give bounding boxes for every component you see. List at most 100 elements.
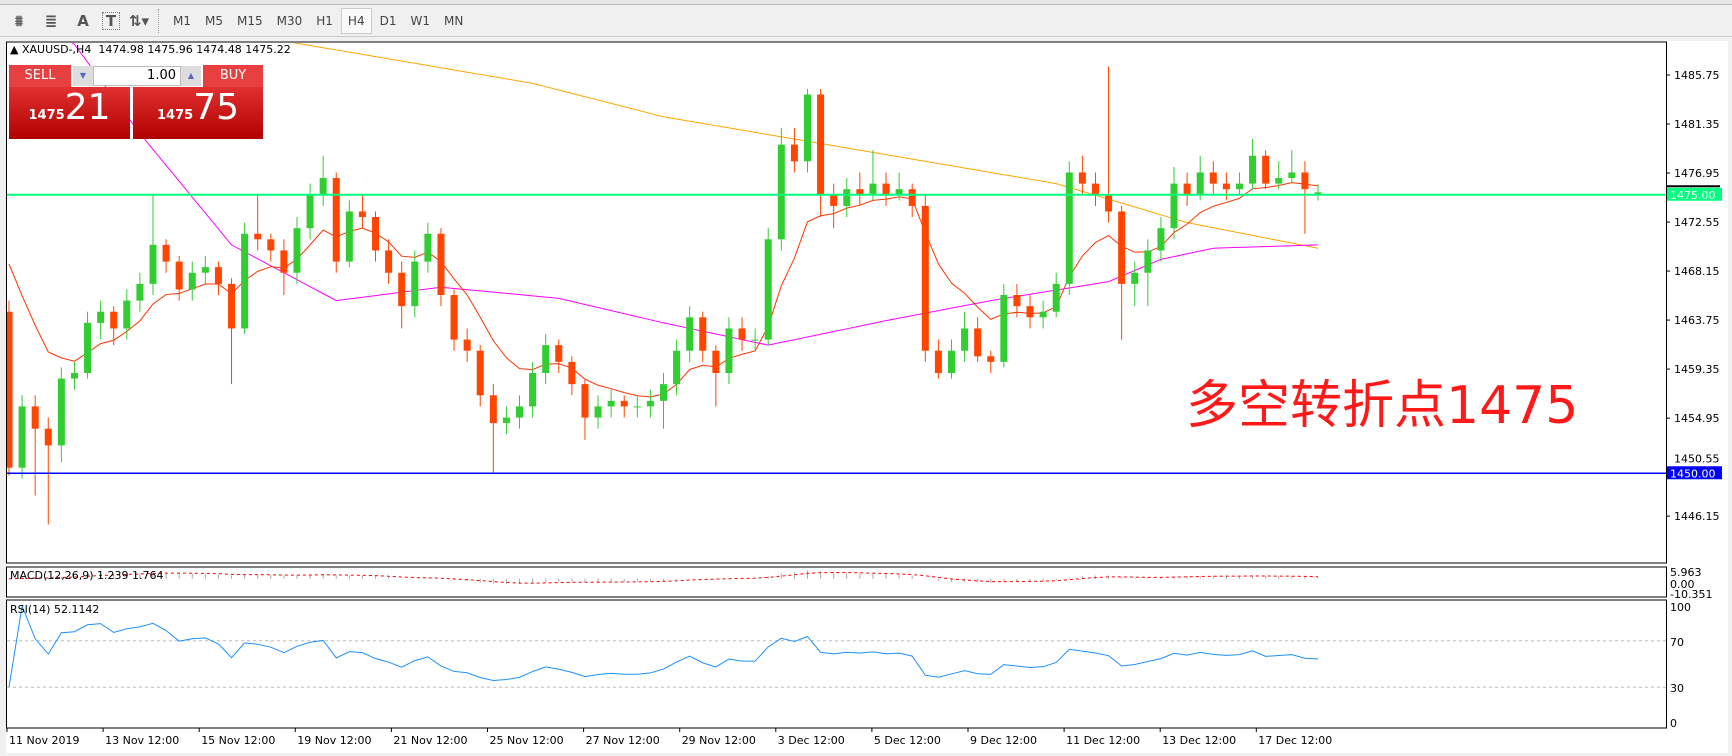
candle-bull (1275, 178, 1283, 184)
date-label: 17 Dec 12:00 (1258, 734, 1332, 747)
volume-input[interactable]: 1.00 (93, 66, 181, 86)
timeframe-m15[interactable]: M15 (237, 13, 263, 28)
candle-bull (201, 267, 209, 273)
candle-bear (280, 250, 288, 273)
date-label: 15 Nov 12:00 (201, 734, 275, 747)
timeframe-m30[interactable]: M30 (276, 13, 303, 28)
candle-bear (1105, 194, 1113, 212)
buy-button[interactable]: BUY (203, 65, 263, 87)
date-label: 21 Nov 12:00 (393, 734, 467, 747)
candle-bear (1301, 172, 1309, 190)
candle-bear (267, 239, 275, 251)
candle-bear (738, 328, 746, 340)
candle-bear (1013, 295, 1021, 307)
macd-label: MACD(12,26,9) 1.239 1.764 (10, 569, 164, 582)
text-label-icon[interactable]: T (102, 11, 120, 30)
date-label: 13 Dec 12:00 (1162, 734, 1236, 747)
timeframe-m1[interactable]: M1 (173, 13, 191, 28)
candle-bear (358, 211, 366, 218)
hline-price-tag (1667, 466, 1722, 480)
chart-e-icon[interactable]: ⩩ (14, 11, 23, 30)
candle-bear (581, 384, 589, 418)
candle-bull (516, 406, 524, 418)
volume-down-button[interactable]: ▼ (73, 66, 93, 86)
macd-panel-frame (6, 566, 1667, 598)
candle-bull (646, 400, 654, 407)
price-tick-label: 1446.15 (1674, 510, 1720, 523)
chart-window[interactable]: 1485.75 1481.35 1476.95 1472.55 1468.15 1463.… (6, 41, 1728, 753)
candle-bear (568, 361, 576, 385)
candle-bull (1196, 172, 1204, 195)
price-tick-label: 1472.55 (1674, 216, 1720, 229)
candle-bear (882, 183, 890, 195)
sell-price[interactable]: 147521 (9, 87, 130, 139)
candle-bear (987, 356, 995, 362)
chart-canvas[interactable]: 1485.75 1481.35 1476.95 1472.55 1468.15 1463.… (6, 41, 1728, 753)
timeframe-m5[interactable]: M5 (205, 13, 223, 28)
one-click-trading-panel: SELL ▼ 1.00 ▲ BUY 147521 147575 (9, 65, 293, 141)
candle-bear (830, 194, 838, 206)
candle-bear (463, 339, 471, 351)
timeframe-h1[interactable]: H1 (316, 13, 333, 28)
candle-bull (1170, 183, 1178, 229)
arrows-icon[interactable]: ⇅▾ (128, 11, 150, 30)
timeframe-h4[interactable]: H4 (340, 7, 372, 34)
candle-bear (437, 233, 445, 296)
candle-bull (843, 189, 851, 206)
candle-bull (673, 350, 681, 385)
candle-bull (764, 239, 772, 340)
macd-signal-line (8, 571, 1319, 584)
toolbar: ⩩ ≣ A T ⇅▾ M1 M5 M15 M30 H1 H4 D1 W1 MN (0, 5, 1732, 37)
candle-bear (214, 267, 222, 284)
date-label: 5 Dec 12:00 (874, 734, 941, 747)
candle-bull (1052, 283, 1060, 312)
main-panel-frame (6, 41, 1667, 564)
timeframe-mn[interactable]: MN (443, 13, 464, 28)
rsi-panel-frame (6, 599, 1667, 729)
text-icon[interactable]: A (77, 11, 89, 30)
date-label: 9 Dec 12:00 (970, 734, 1037, 747)
sell-button[interactable]: SELL (9, 65, 71, 87)
candle-bull (1131, 272, 1139, 284)
fibonacci-icon[interactable]: ≣ (44, 11, 58, 30)
candle-bear (228, 283, 236, 329)
date-label: 11 Dec 12:00 (1066, 734, 1140, 747)
candle-bear (921, 205, 929, 351)
main-plot (7, 43, 1322, 525)
candle-bull (1157, 228, 1165, 251)
candle-bull (594, 406, 602, 418)
candle-bear (817, 94, 825, 195)
candle-bear (175, 261, 183, 290)
candle-bull (961, 328, 969, 351)
date-label: 3 Dec 12:00 (778, 734, 845, 747)
candle-bull (1288, 172, 1296, 179)
candle-bear (555, 345, 563, 362)
candle-bear (974, 328, 982, 357)
chart-header: ▲ XAUUSD-,H4 1474.98 1475.96 1474.48 147… (10, 43, 291, 56)
rsi-line (8, 604, 1319, 688)
candle-bull (136, 283, 144, 301)
annotation-text: 多空转折点1475 (1186, 376, 1579, 436)
candle-bull (529, 372, 537, 407)
collapse-triangle-icon[interactable]: ▲ (10, 43, 19, 56)
volume-up-button[interactable]: ▲ (181, 66, 201, 86)
candle-bear (1118, 211, 1126, 284)
candle-bear (372, 217, 380, 251)
candle-bear (790, 144, 798, 162)
date-label: 11 Nov 2019 (9, 734, 79, 747)
macd-tick-label: 5.963 (1670, 566, 1702, 579)
candle-bear (332, 178, 340, 262)
candle-bull (607, 400, 615, 407)
candle-bull (895, 189, 903, 195)
candle-bull (1314, 192, 1322, 195)
candle-bear (31, 406, 39, 429)
price-tick-label: 1454.95 (1674, 412, 1720, 425)
candle-bear (620, 400, 628, 407)
candle-bear (7, 311, 13, 468)
rsi-tick-label: 100 (1670, 601, 1691, 614)
candle-bull (149, 244, 157, 284)
buy-price[interactable]: 147575 (133, 87, 263, 139)
timeframe-w1[interactable]: W1 (410, 13, 430, 28)
timeframe-d1[interactable]: D1 (379, 13, 397, 28)
rsi-tick-label: 0 (1670, 717, 1677, 730)
